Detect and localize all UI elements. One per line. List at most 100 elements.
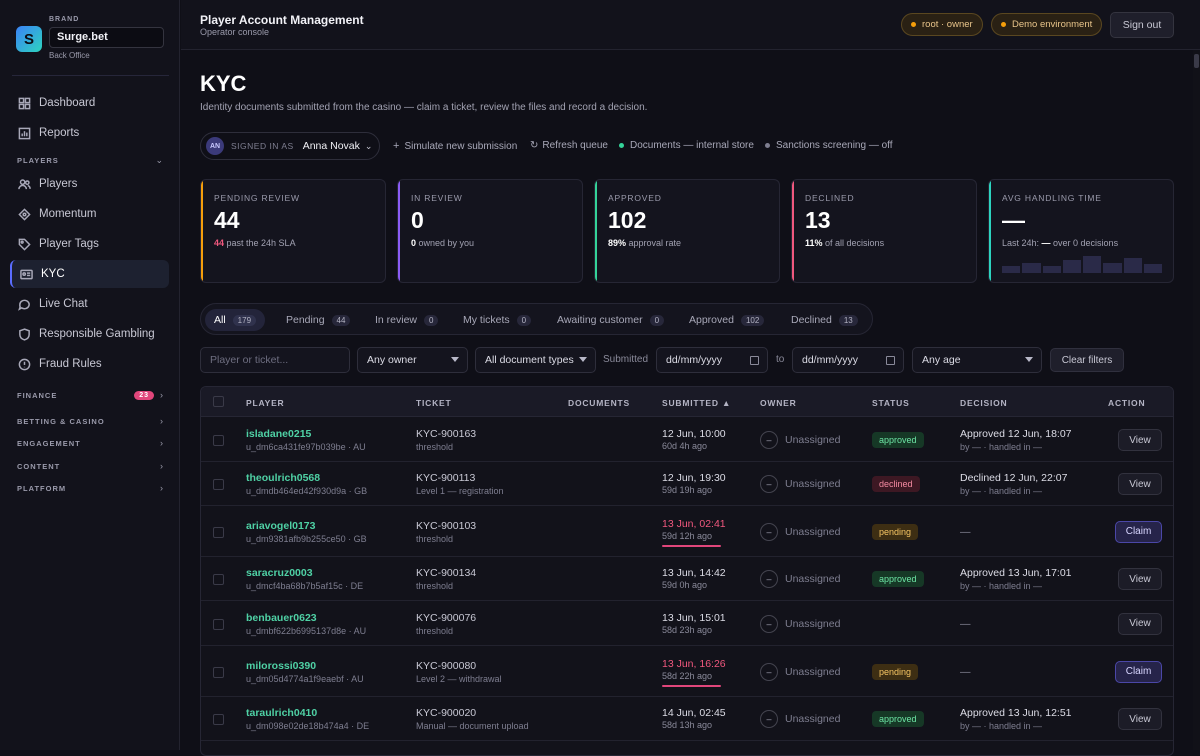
submitted-age: 59d 0h ago	[662, 580, 708, 590]
sidebar-section-platform[interactable]: PLATFORM ›	[17, 483, 164, 493]
tab-count: 0	[424, 314, 439, 326]
row-checkbox[interactable]	[213, 666, 224, 678]
player-link[interactable]: theoulrich0568	[246, 472, 321, 484]
ticket-id: KYC-900076	[416, 611, 477, 624]
brand-selector[interactable]: Surge.bet	[49, 27, 164, 48]
tab-pending[interactable]: Pending 44	[277, 309, 359, 331]
sidebar-item-kyc[interactable]: KYC	[10, 260, 169, 288]
view-button[interactable]: View	[1118, 568, 1162, 590]
page-scrollbar[interactable]	[1193, 50, 1200, 750]
row-checkbox[interactable]	[213, 526, 224, 538]
claim-button[interactable]: Claim	[1115, 520, 1162, 543]
row-checkbox[interactable]	[213, 574, 224, 585]
caret-down-icon	[451, 357, 459, 362]
signed-in-caption: SIGNED IN AS	[231, 141, 294, 151]
tab-my-tickets[interactable]: My tickets 0	[454, 309, 540, 331]
grid-icon	[18, 97, 31, 109]
column-header-status[interactable]: STATUS	[872, 398, 910, 408]
tab-awaiting-customer[interactable]: Awaiting customer 0	[548, 309, 673, 331]
search-input[interactable]: Player or ticket...	[200, 347, 350, 373]
column-header-submitted[interactable]: SUBMITTED ▲	[662, 398, 732, 408]
date-to-input[interactable]: dd/mm/yyyy	[792, 347, 904, 373]
table-row: saracruz0003 u_dmcf4ba68b7b5af15c · DE KYC…	[201, 557, 1173, 601]
alert-icon	[18, 358, 31, 370]
owner-select[interactable]: Any owner	[357, 347, 468, 373]
decision-text: Declined 12 Jun, 22:07	[960, 472, 1068, 484]
sidebar-section-finance[interactable]: FINANCE 23 ›	[17, 390, 164, 400]
player-link[interactable]: benbauer0623	[246, 611, 317, 624]
simulate-submission-button[interactable]: + Simulate new submission	[393, 140, 517, 152]
sidebar-section-content[interactable]: CONTENT ›	[17, 461, 164, 471]
submitted-time: 12 Jun, 10:00	[662, 428, 726, 440]
tab-label: All	[214, 314, 226, 326]
column-header-ticket[interactable]: TICKET	[416, 398, 452, 408]
player-link[interactable]: saracruz0003	[246, 567, 313, 579]
card-subtext-prefix: Last 24h:	[1002, 238, 1042, 248]
clear-filters-button[interactable]: Clear filters	[1050, 348, 1124, 372]
calendar-icon[interactable]	[750, 356, 759, 365]
sidebar-item-reports[interactable]: Reports	[10, 119, 169, 147]
player-link[interactable]: isladane0215	[246, 428, 312, 440]
column-header-decision[interactable]: DECISION	[960, 398, 1008, 408]
player-link[interactable]: taraulrich0410	[246, 707, 318, 719]
table-row: ariavogel0173 u_dm9381afb9b255ce50 · GB KY…	[201, 506, 1173, 557]
chat-icon	[18, 299, 30, 311]
caret-down-icon	[579, 357, 587, 362]
refresh-queue-button[interactable]: ↻ Refresh queue	[530, 140, 608, 151]
column-header-documents[interactable]: DOCUMENTS	[568, 398, 630, 408]
card-value: 0	[411, 207, 424, 233]
sidebar-section-players[interactable]: PLAYERS ⌄	[17, 155, 164, 166]
row-checkbox[interactable]	[213, 714, 224, 725]
sidebar-item-live-chat[interactable]: Live Chat	[10, 290, 169, 318]
view-button[interactable]: View	[1118, 473, 1162, 495]
calendar-icon[interactable]	[886, 356, 895, 365]
player-id: u_dm098e02de18b474a4 · DE	[246, 721, 370, 731]
card-value: —	[1002, 207, 1025, 233]
date-from-input[interactable]: dd/mm/yyyy	[656, 347, 768, 373]
signed-in-user-selector[interactable]: AN SIGNED IN AS Anna Novak ⌄	[200, 132, 380, 160]
sign-out-button[interactable]: Sign out	[1110, 12, 1174, 38]
table-row: milorossi0390 u_dm05d4774a1f9eaebf · AU KY…	[201, 646, 1173, 697]
sidebar-item-label: Live Chat	[39, 298, 88, 310]
sidebar-item-player-tags[interactable]: Player Tags	[10, 230, 169, 258]
tab-approved[interactable]: Approved 102	[680, 309, 773, 331]
sidebar-section-betting[interactable]: BETTING & CASINO ›	[17, 416, 164, 426]
sidebar-item-responsible-gambling[interactable]: Responsible Gambling	[10, 320, 169, 348]
page-description: Identity documents submitted from the ca…	[200, 102, 648, 113]
status-dot	[619, 143, 624, 148]
claim-button[interactable]: Claim	[1115, 660, 1162, 683]
player-link[interactable]: ariavogel0173	[246, 519, 316, 532]
sidebar-section-engagement[interactable]: ENGAGEMENT ›	[17, 438, 164, 448]
sidebar-item-label: Players	[39, 178, 78, 190]
player-link[interactable]: milorossi0390	[246, 659, 317, 672]
topbar: Player Account Management Operator conso…	[181, 0, 1200, 50]
row-checkbox[interactable]	[213, 479, 224, 490]
sidebar-item-momentum[interactable]: Momentum	[10, 200, 169, 228]
age-select[interactable]: Any age	[912, 347, 1042, 373]
view-button[interactable]: View	[1118, 612, 1162, 635]
sidebar-item-dashboard[interactable]: Dashboard	[10, 89, 169, 117]
card-subtext-rest: owned by you	[416, 238, 475, 248]
row-checkbox[interactable]	[213, 618, 224, 630]
sidebar-item-fraud-rules[interactable]: Fraud Rules	[10, 350, 169, 378]
tab-declined[interactable]: Declined 13	[782, 309, 867, 331]
scrollbar-thumb[interactable]	[1194, 54, 1199, 68]
view-button[interactable]: View	[1118, 708, 1162, 730]
table-header: PLAYER TICKET DOCUMENTS SUBMITTED ▲ OWNE…	[201, 387, 1173, 417]
select-all-checkbox[interactable]	[213, 396, 224, 407]
table-row: isladane0215 u_dm6ca431fe97b039be · AU KYC…	[201, 418, 1173, 462]
document-type-select[interactable]: All document types	[475, 347, 596, 373]
date-from-placeholder: dd/mm/yyyy	[666, 354, 723, 366]
tab-in-review[interactable]: In review 0	[366, 309, 447, 331]
tab-count: 44	[331, 314, 351, 326]
column-header-owner[interactable]: OWNER	[760, 398, 797, 408]
tab-all[interactable]: All 179	[205, 309, 266, 331]
decision-meta: by — · handled in —	[960, 486, 1043, 496]
diamond-icon	[18, 207, 31, 221]
card-subtext-strong: —	[1041, 238, 1051, 248]
column-header-player[interactable]: PLAYER	[246, 398, 285, 408]
sidebar-item-players[interactable]: Players	[10, 170, 169, 198]
view-button[interactable]: View	[1118, 429, 1162, 451]
row-checkbox[interactable]	[213, 435, 224, 446]
status-badge: pending	[872, 663, 919, 680]
